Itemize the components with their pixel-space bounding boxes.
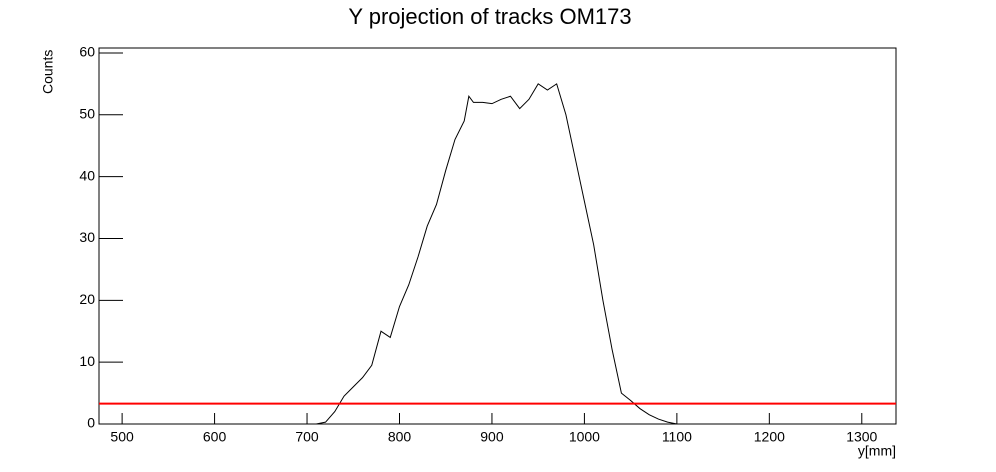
y-tick-label: 0 — [87, 415, 95, 431]
x-tick-label: 1200 — [754, 429, 785, 445]
y-axis-label: Counts — [40, 50, 56, 94]
x-tick-label: 1000 — [569, 429, 600, 445]
y-tick-label: 50 — [79, 105, 95, 121]
x-tick-label: 700 — [295, 429, 319, 445]
chart-title: Y projection of tracks OM173 — [348, 4, 631, 29]
x-tick-label: 1300 — [846, 429, 877, 445]
x-tick-label: 1100 — [662, 429, 692, 445]
x-tick-label: 900 — [480, 429, 504, 445]
y-tick-label: 40 — [79, 167, 95, 183]
y-tick-label: 60 — [79, 44, 95, 60]
x-tick-label: 800 — [388, 429, 412, 445]
y-tick-label: 10 — [79, 353, 95, 369]
y-tick-label: 20 — [79, 291, 95, 307]
data-line — [316, 83, 677, 425]
plot-frame — [98, 47, 897, 425]
x-axis-label: y[mm] — [858, 443, 896, 459]
x-tick-label: 600 — [203, 429, 227, 445]
x-tick-label: 500 — [110, 429, 134, 445]
y-tick-label: 30 — [79, 229, 95, 245]
